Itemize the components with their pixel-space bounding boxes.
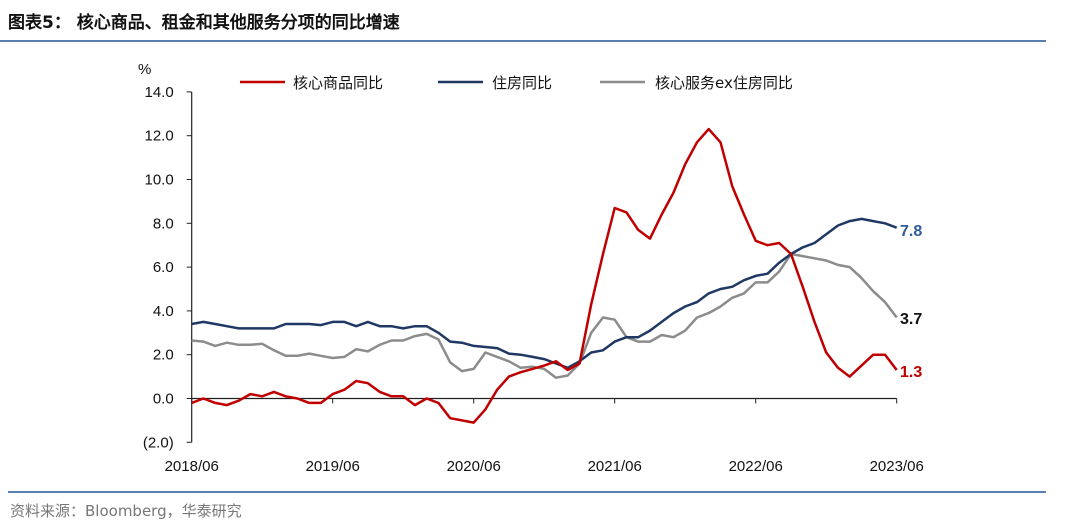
x-axis: 2018/06 2019/06 2020/06 2021/06 2022/06 2023/… xyxy=(165,397,924,475)
end-label-core-goods: 1.3 xyxy=(900,364,922,381)
y-tick-label: 10.0 xyxy=(144,172,173,189)
y-tick-label: 12.0 xyxy=(144,128,173,145)
legend: 核心商品同比 住房同比 核心服务ex住房同比 xyxy=(240,74,793,92)
legend-label-core-goods: 核心商品同比 xyxy=(293,74,383,92)
x-tick-label: 2023/06 xyxy=(870,458,924,475)
y-axis-unit: % xyxy=(138,61,151,78)
y-tick-label: 6.0 xyxy=(153,259,174,276)
series-line-core-services-ex-housing xyxy=(191,252,898,379)
end-label-housing: 7.8 xyxy=(900,223,922,240)
legend-label-housing: 住房同比 xyxy=(492,74,552,92)
x-tick-label: 2022/06 xyxy=(729,458,783,475)
y-tick-label: 2.0 xyxy=(153,347,174,364)
x-tick-label: 2018/06 xyxy=(165,458,219,475)
title-divider xyxy=(0,40,1046,42)
series-line-core-goods xyxy=(191,127,898,424)
y-tick-label: 4.0 xyxy=(153,303,174,320)
end-label-core-services-ex-housing: 3.7 xyxy=(900,311,922,328)
y-tick-label: 0.0 xyxy=(153,391,174,408)
y-tick-label: 14.0 xyxy=(144,84,173,101)
y-tick-label: (2.0) xyxy=(143,434,174,451)
y-axis: 14.0 12.0 10.0 8.0 6.0 4.0 2.0 0.0 (2.0) xyxy=(143,84,193,451)
x-tick-label: 2020/06 xyxy=(447,458,501,475)
y-tick-label: 8.0 xyxy=(153,215,174,232)
x-tick-label: 2019/06 xyxy=(306,458,360,475)
series-lines xyxy=(191,127,898,424)
chart-title: 图表5： 核心商品、租金和其他服务分项的同比增速 xyxy=(8,13,400,33)
source-note: 资料来源：Bloomberg，华泰研究 xyxy=(10,502,242,520)
legend-label-core-services-ex-housing: 核心服务ex住房同比 xyxy=(655,74,793,92)
source-divider xyxy=(8,491,1046,493)
x-tick-label: 2021/06 xyxy=(588,458,642,475)
series-line-housing xyxy=(191,217,898,370)
